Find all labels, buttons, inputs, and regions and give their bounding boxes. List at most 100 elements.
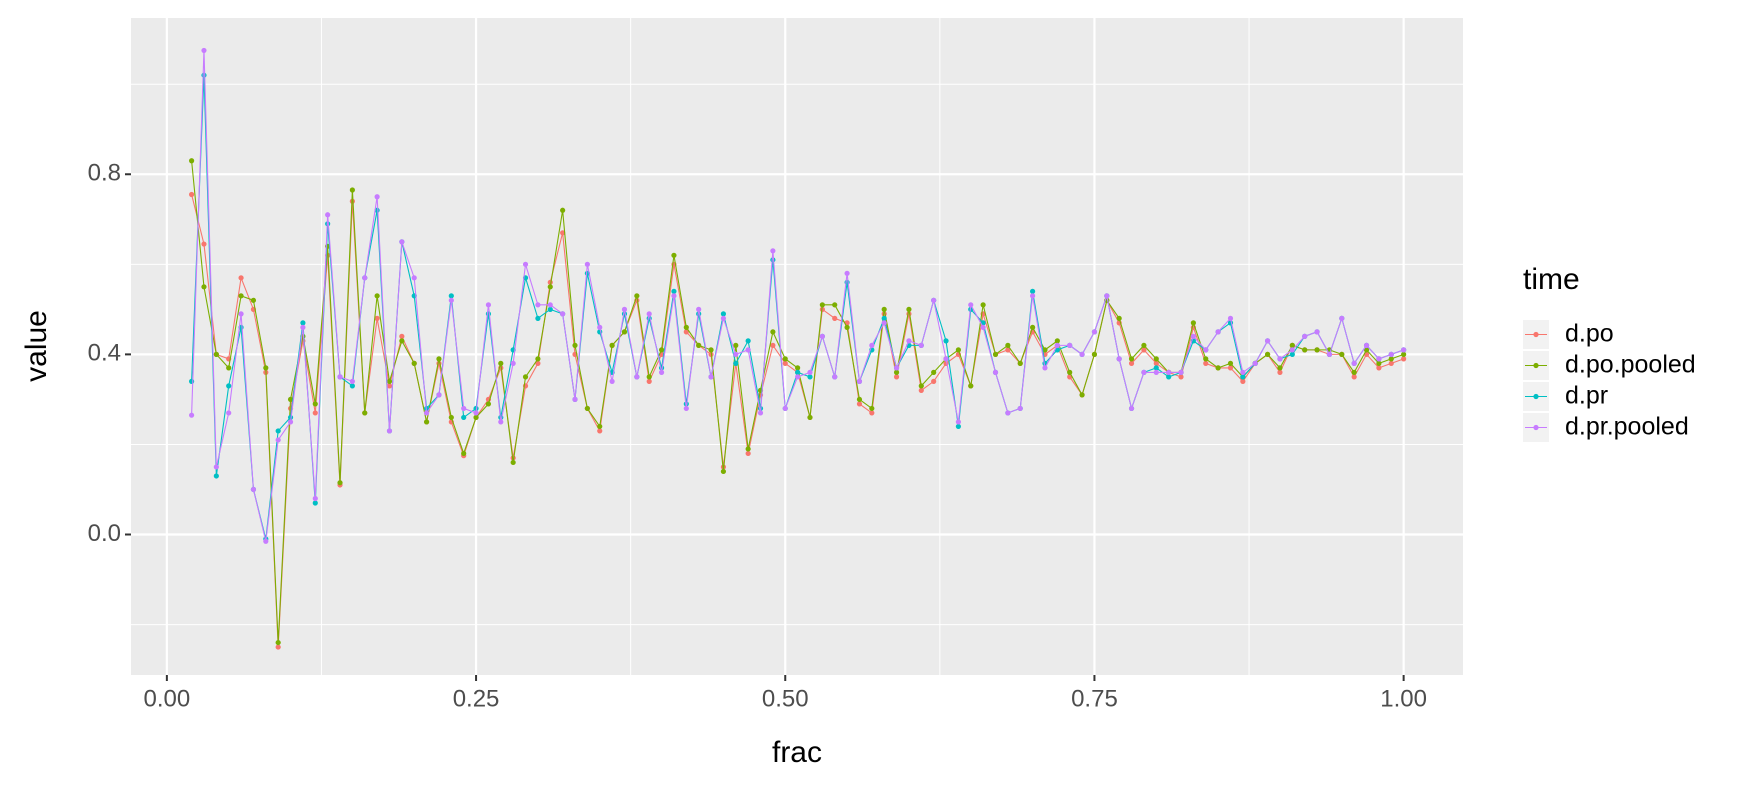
legend-label: d.pr [1565, 382, 1608, 410]
data-point [1388, 351, 1394, 357]
data-point [844, 270, 850, 276]
data-point [213, 464, 219, 470]
data-point [201, 72, 207, 78]
data-point [399, 338, 405, 344]
data-point [461, 450, 467, 457]
data-point [560, 311, 566, 317]
data-point [1141, 347, 1147, 353]
data-point [300, 324, 306, 330]
data-point [918, 383, 924, 389]
data-point [782, 360, 788, 366]
data-point [1190, 333, 1196, 339]
x-tick-label: 0.50 [762, 685, 809, 712]
data-point [658, 369, 665, 375]
data-point [584, 261, 590, 267]
data-point [485, 401, 492, 407]
data-point [349, 383, 355, 389]
data-point [547, 284, 553, 290]
data-point [955, 423, 961, 430]
data-point [226, 410, 232, 416]
data-point [312, 401, 318, 407]
data-point [1388, 360, 1394, 366]
data-point [1178, 369, 1184, 375]
y-tick-label: 0.4 [88, 340, 121, 367]
data-point [448, 297, 454, 303]
data-point [1215, 329, 1221, 335]
data-point [337, 374, 343, 380]
data-point [1203, 356, 1209, 362]
data-point [226, 365, 232, 371]
data-point [980, 302, 986, 308]
data-point [213, 473, 219, 479]
data-point [1289, 351, 1295, 357]
data-point [362, 275, 368, 281]
data-point [287, 396, 294, 403]
data-point [1203, 347, 1209, 353]
data-point [250, 486, 257, 493]
legend-title: time [1523, 263, 1580, 296]
data-point [1264, 338, 1271, 344]
data-point [498, 360, 504, 366]
data-point [621, 306, 628, 312]
data-point [1302, 347, 1308, 353]
data-point [411, 275, 417, 281]
data-point [881, 315, 887, 321]
data-point [1054, 342, 1060, 348]
grid [131, 18, 1463, 675]
legend: time d.po d.po.pooled d.pr d.pr.pooled [1523, 263, 1696, 442]
data-point [213, 351, 219, 357]
data-point [189, 412, 195, 418]
data-point [1264, 351, 1271, 357]
data-point [1017, 360, 1023, 366]
data-point [312, 410, 318, 416]
data-point [795, 374, 801, 380]
data-point [770, 248, 776, 254]
data-point [856, 378, 863, 384]
data-point [1190, 320, 1196, 326]
data-point [918, 342, 924, 348]
data-point [819, 302, 825, 308]
data-point [1252, 360, 1258, 366]
data-point [931, 297, 937, 303]
data-point [362, 410, 368, 416]
data-point [1388, 356, 1394, 362]
data-point [1376, 365, 1382, 371]
data-point [399, 239, 405, 245]
data-point [1376, 360, 1382, 366]
data-point [720, 315, 727, 321]
data-point [968, 383, 974, 389]
data-point [770, 329, 776, 335]
data-point [1079, 392, 1085, 398]
data-point [1326, 351, 1333, 357]
data-point [795, 369, 801, 375]
data-point [671, 288, 677, 294]
data-point [448, 414, 454, 421]
data-point [1153, 365, 1159, 371]
legend-key-point [1533, 424, 1539, 431]
data-point [968, 302, 974, 308]
data-point [275, 437, 281, 443]
data-point [844, 324, 850, 330]
data-point [287, 419, 294, 425]
data-point [263, 365, 269, 371]
data-point [708, 374, 714, 380]
data-point [189, 158, 195, 164]
data-point [275, 428, 281, 434]
data-point [881, 320, 887, 326]
data-point [597, 324, 603, 330]
x-tick-label: 0.75 [1071, 685, 1118, 712]
data-point [992, 351, 999, 357]
legend-key-point [1533, 362, 1539, 369]
data-point [201, 284, 207, 290]
data-point [1005, 410, 1011, 416]
data-point [609, 342, 615, 348]
data-point [1042, 347, 1048, 353]
legend-label: d.pr.pooled [1565, 413, 1689, 441]
data-point [943, 338, 949, 344]
data-point [881, 306, 887, 312]
data-point [745, 446, 751, 452]
data-point [918, 387, 924, 394]
data-point [1314, 347, 1320, 353]
data-point [733, 342, 739, 348]
